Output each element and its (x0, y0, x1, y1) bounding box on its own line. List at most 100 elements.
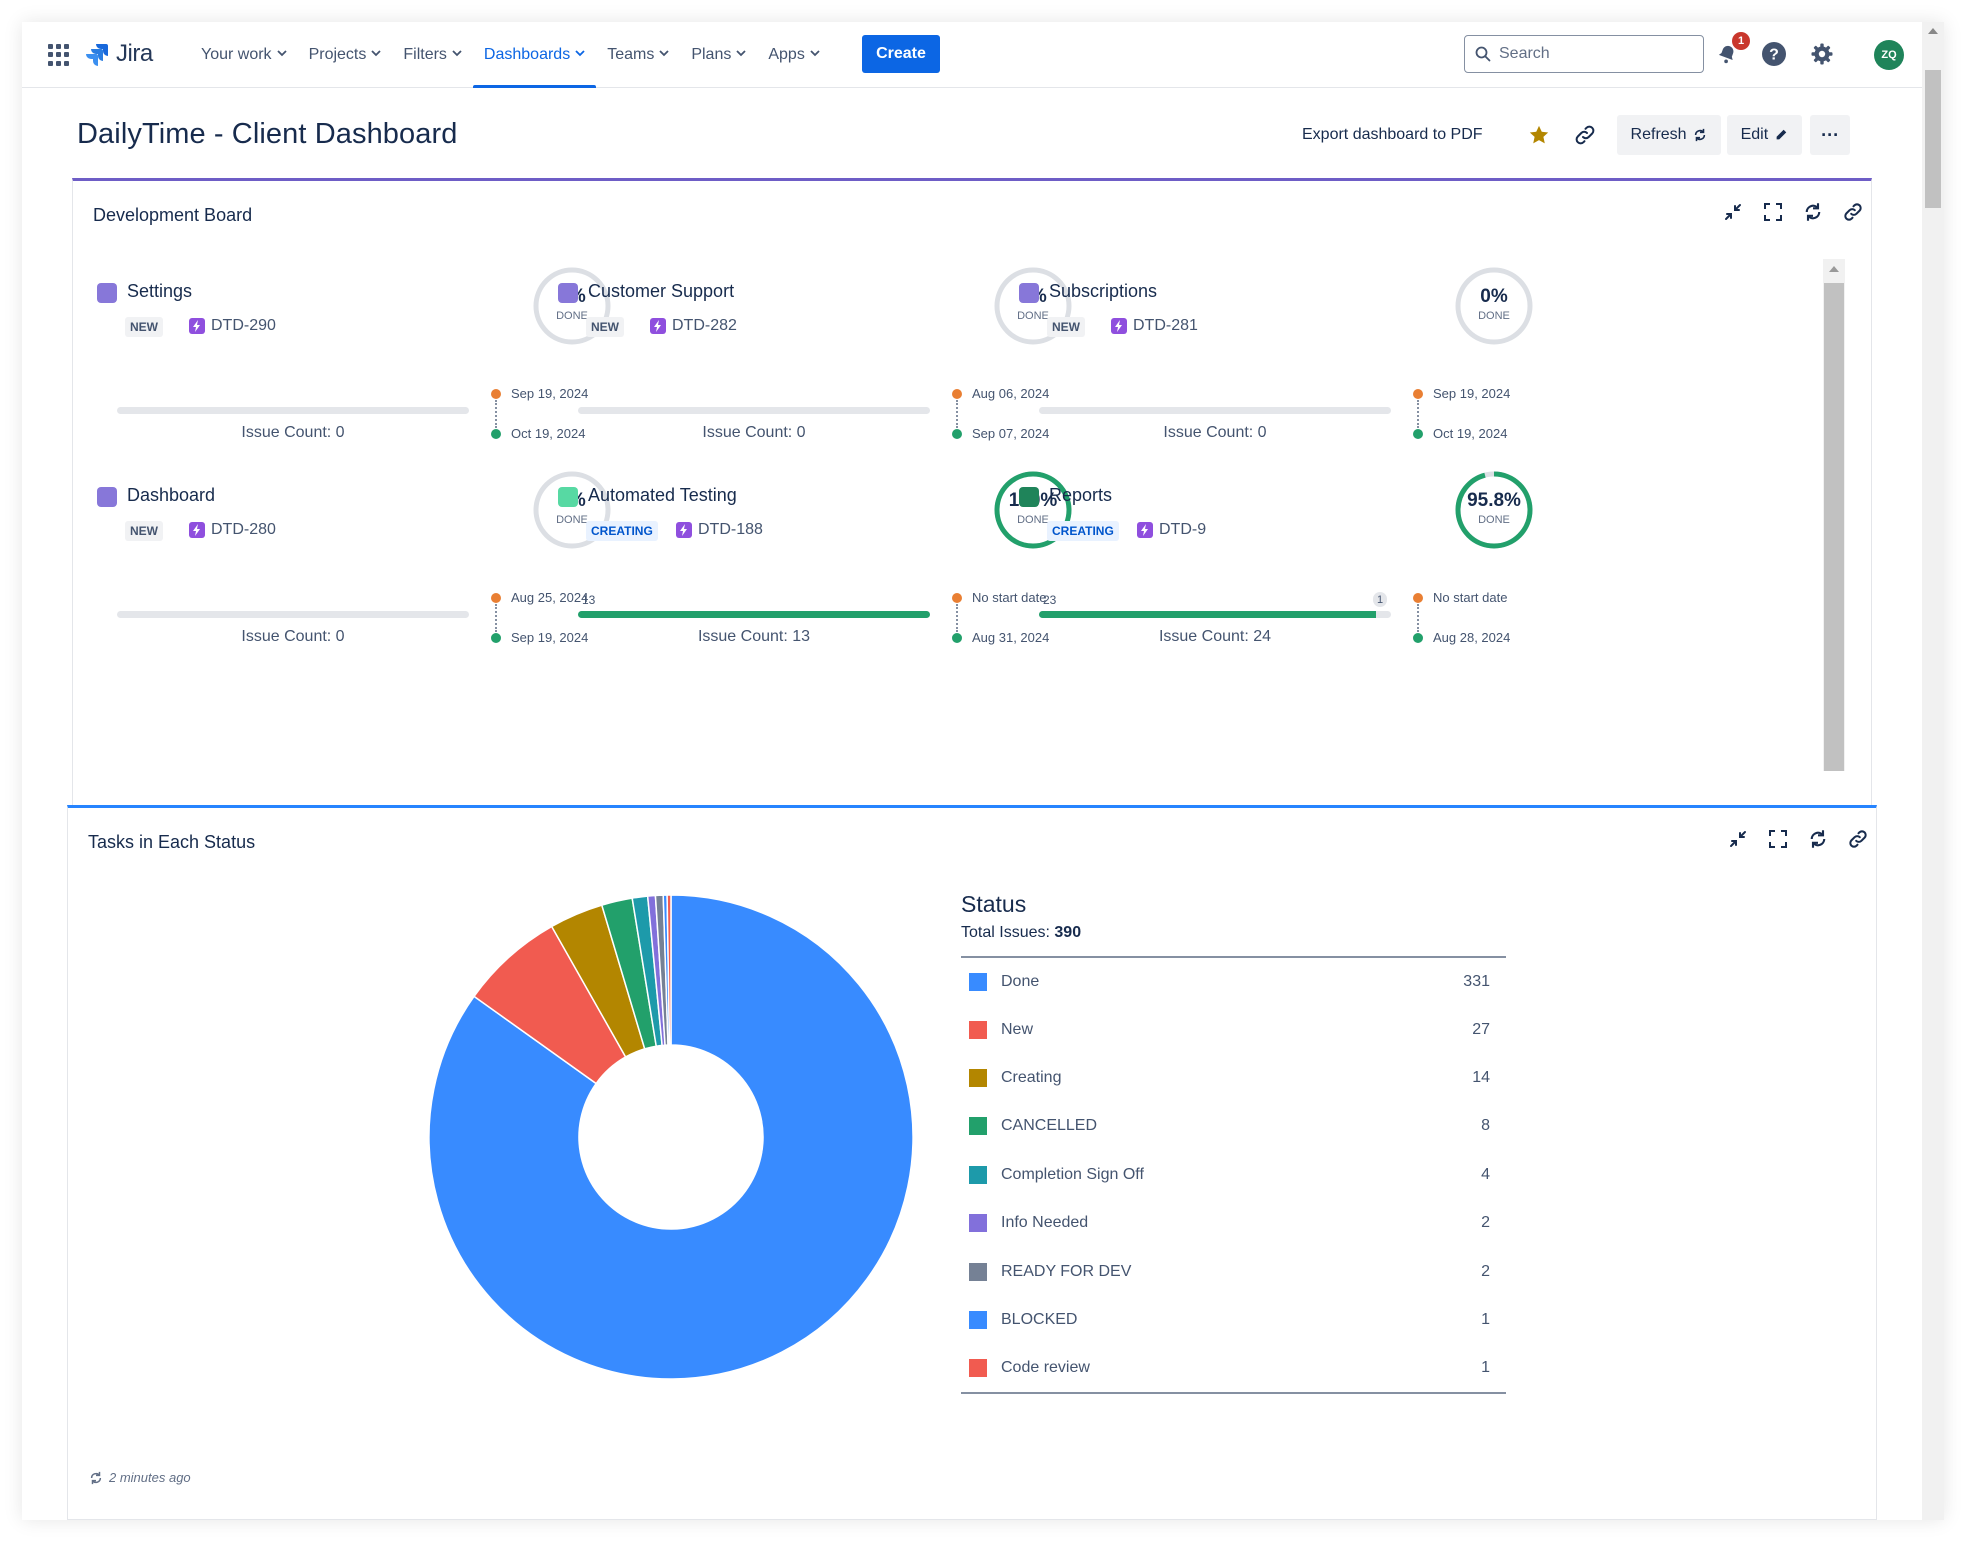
nav-item-label: Your work (201, 46, 272, 63)
gadget-toolbar (1720, 199, 1866, 225)
jira-window: Jira Your work Projects Filters Dashboards T… (22, 22, 1944, 1520)
donut-slice-done[interactable] (428, 894, 914, 1380)
legend-label: Code review (1001, 1358, 1090, 1376)
epic-color-square (97, 283, 117, 303)
epic-card[interactable]: Reports CREATING DTD-9 95.8% DONE 23 1 I… (1019, 471, 1559, 703)
epic-card[interactable]: Dashboard NEW DTD-280 0% DONE Issue Coun… (97, 471, 637, 703)
status-legend: Status Total Issues: 390 Done 331 New 27… (961, 891, 1506, 1394)
issue-progress-bar (117, 407, 469, 414)
legend-swatch (961, 957, 1001, 1005)
jira-logo[interactable]: Jira (84, 40, 153, 68)
refresh-icon (90, 1471, 102, 1484)
notification-count-badge: 1 (1732, 32, 1750, 50)
app-switcher-icon[interactable] (48, 44, 70, 66)
legend-value: 1 (1481, 1310, 1490, 1328)
help-icon[interactable]: ? (1759, 39, 1789, 69)
end-date: Sep 19, 2024 (511, 630, 589, 645)
nav-item-projects[interactable]: Projects (298, 22, 393, 88)
copy-link-icon[interactable] (1565, 115, 1605, 155)
legend-row[interactable]: READY FOR DEV 2 (961, 1247, 1506, 1295)
nav-item-apps[interactable]: Apps (757, 22, 830, 88)
epic-name[interactable]: Customer Support (588, 281, 735, 301)
end-date: Sep 07, 2024 (972, 426, 1050, 441)
minimize-icon[interactable] (1725, 826, 1751, 852)
epic-name[interactable]: Reports (1049, 485, 1113, 505)
legend-row[interactable]: BLOCKED 1 (961, 1296, 1506, 1344)
board-scrollbar[interactable] (1823, 259, 1845, 771)
user-avatar[interactable]: ZQ (1874, 40, 1904, 70)
notifications-bell-icon[interactable] (1712, 39, 1742, 69)
issue-count: Issue Count: 0 (1163, 424, 1267, 441)
epic-card[interactable]: Settings NEW DTD-290 0% DONE Issue Count… (97, 267, 637, 499)
status-lozenge: CREATING (1047, 521, 1119, 541)
page-scrollbar[interactable] (1922, 22, 1944, 1520)
legend-row[interactable]: CANCELLED 8 (961, 1102, 1506, 1150)
legend-row[interactable]: New 27 (961, 1005, 1506, 1053)
nav-item-teams[interactable]: Teams (596, 22, 680, 88)
epic-icon (189, 522, 205, 538)
more-actions-button[interactable]: ··· (1810, 115, 1851, 155)
fullscreen-icon[interactable] (1765, 826, 1791, 852)
status-donut-chart (428, 894, 914, 1380)
timeline-dots (491, 389, 501, 439)
nav-item-your-work[interactable]: Your work (190, 22, 298, 88)
epic-name[interactable]: Subscriptions (1049, 281, 1158, 301)
issue-key[interactable]: DTD-282 (672, 317, 737, 334)
legend-row[interactable]: Completion Sign Off 4 (961, 1151, 1506, 1199)
epic-name[interactable]: Dashboard (127, 485, 216, 505)
issue-key[interactable]: DTD-188 (698, 521, 763, 538)
epic-name[interactable]: Automated Testing (588, 485, 737, 505)
issue-progress-bar (1039, 407, 1391, 414)
epic-card[interactable]: Subscriptions NEW DTD-281 0% DONE Issue … (1019, 267, 1559, 499)
legend-row[interactable]: Done 331 (961, 957, 1506, 1005)
issue-key[interactable]: DTD-280 (211, 521, 276, 538)
status-lozenge: NEW (1047, 317, 1085, 337)
fullscreen-icon[interactable] (1760, 199, 1786, 225)
chevron-down-icon (659, 49, 669, 60)
create-button[interactable]: Create (862, 35, 940, 73)
nav-item-dashboards[interactable]: Dashboards (472, 22, 597, 88)
main-menu: Your work Projects Filters Dashboards Teams P… (190, 22, 831, 88)
link-icon[interactable] (1845, 826, 1871, 852)
link-icon[interactable] (1840, 199, 1866, 225)
issue-progress-bar (1039, 611, 1391, 618)
legend-row[interactable]: Info Needed 2 (961, 1199, 1506, 1247)
legend-swatch (961, 1344, 1001, 1392)
nav-item-filters[interactable]: Filters (392, 22, 473, 88)
gadget-title: Tasks in Each Status (88, 832, 256, 852)
settings-gear-icon[interactable] (1807, 39, 1837, 69)
search-input[interactable] (1499, 45, 1689, 63)
search-box[interactable] (1464, 35, 1704, 73)
refresh-button[interactable]: Refresh (1616, 115, 1721, 155)
legend-row[interactable]: Code review 1 (961, 1344, 1506, 1392)
star-icon[interactable] (1519, 115, 1559, 155)
nav-item-plans[interactable]: Plans (680, 22, 757, 88)
issue-key[interactable]: DTD-281 (1133, 317, 1198, 334)
refresh-icon (1694, 128, 1705, 142)
nav-item-label: Dashboards (483, 46, 571, 63)
issue-progress-bar (117, 611, 469, 618)
issue-key[interactable]: DTD-9 (1159, 521, 1207, 538)
refresh-label: Refresh (1630, 126, 1687, 143)
timeline-dots (491, 593, 501, 643)
epic-icon (650, 318, 666, 334)
epic-card[interactable]: Automated Testing CREATING DTD-188 100% … (558, 471, 1098, 703)
epic-color-square (1019, 487, 1039, 507)
legend-swatch (961, 1296, 1001, 1344)
refresh-gadget-icon[interactable] (1805, 826, 1831, 852)
legend-value: 14 (1472, 1068, 1490, 1086)
epic-card[interactable]: Customer Support NEW DTD-282 0% DONE Iss… (558, 267, 1098, 499)
donut-slice-code-review[interactable] (666, 894, 672, 1046)
legend-row[interactable]: Creating 14 (961, 1054, 1506, 1102)
issue-key[interactable]: DTD-290 (211, 317, 276, 334)
progress-ring-graphic (994, 471, 1072, 549)
epic-name[interactable]: Settings (127, 281, 193, 301)
epic-color-square (558, 283, 578, 303)
edit-button[interactable]: Edit (1726, 115, 1803, 155)
minimize-icon[interactable] (1720, 199, 1746, 225)
done-issue-count: 13 (582, 593, 596, 607)
legend-swatch (961, 1102, 1001, 1150)
refresh-gadget-icon[interactable] (1800, 199, 1826, 225)
export-pdf-link[interactable]: Export dashboard to PDF (1302, 126, 1483, 143)
legend-value: 8 (1481, 1117, 1490, 1135)
